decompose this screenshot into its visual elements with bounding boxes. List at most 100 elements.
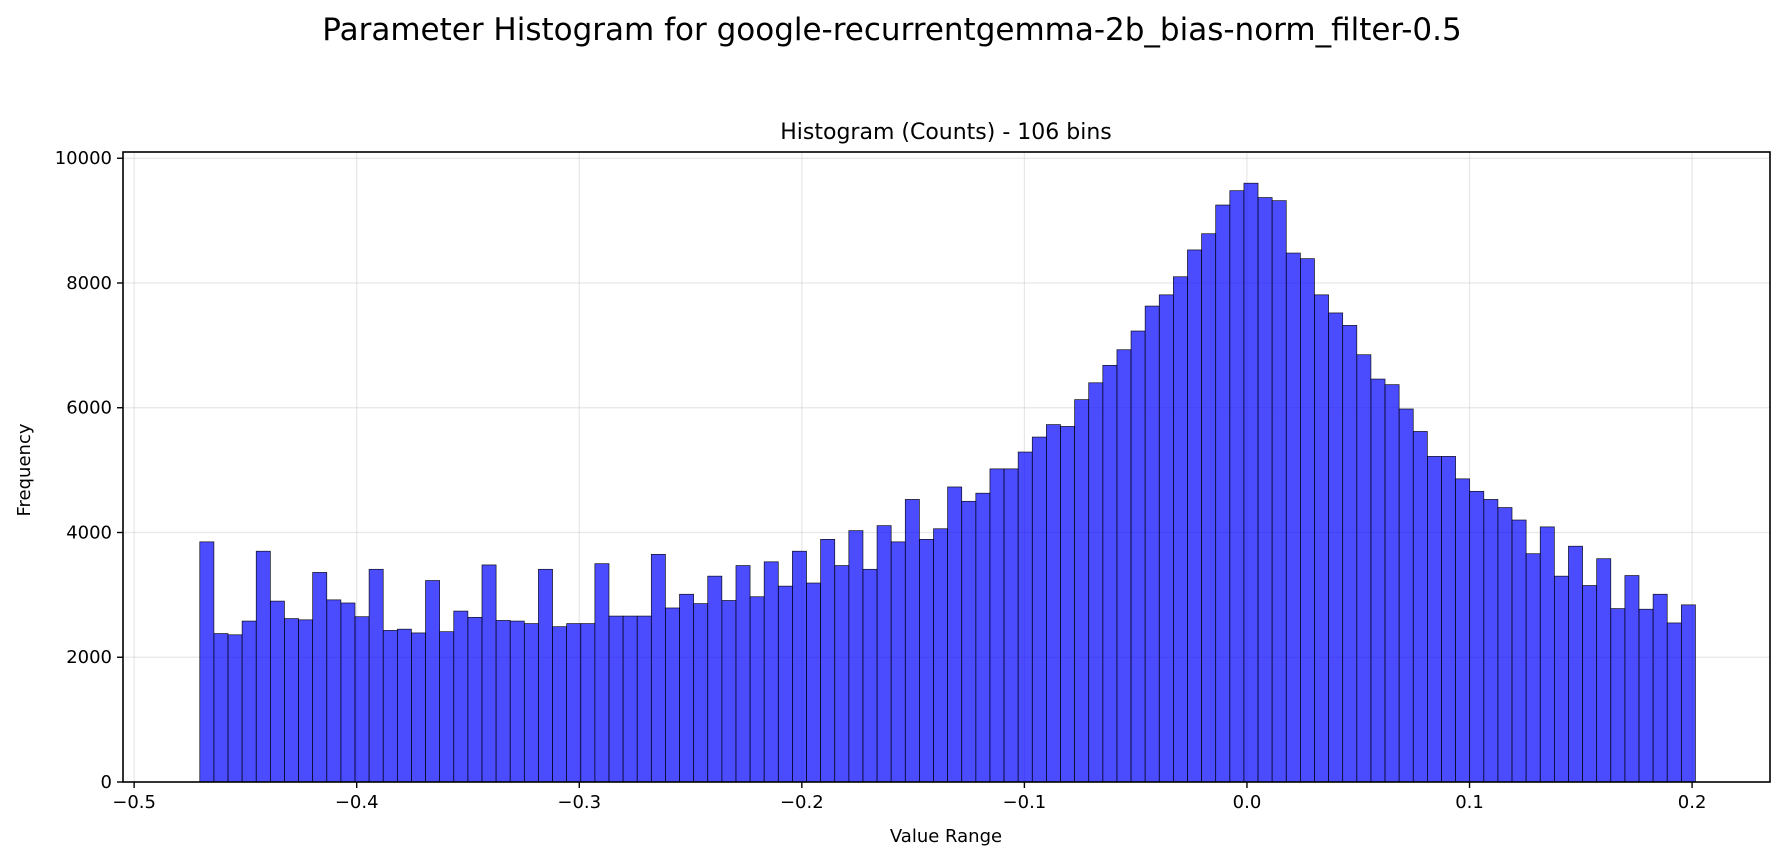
histogram-bar [354,616,370,783]
histogram-bar [213,633,229,783]
histogram-bar [1455,478,1471,783]
histogram-bar [227,634,243,783]
y-tick-label: 2000 [66,647,112,668]
histogram-bar [1158,294,1174,783]
histogram-bar [1511,519,1527,783]
histogram-bar [749,596,765,783]
axes-title: Histogram (Counts) - 106 bins [780,120,1111,145]
histogram-bar [326,599,342,783]
histogram-bar [284,618,299,783]
histogram-bar [763,561,779,783]
histogram-bar [1102,364,1118,783]
histogram-bar [1173,276,1188,783]
histogram-bar [904,499,920,783]
y-tick-label: 4000 [66,522,112,543]
histogram-bar [693,603,709,783]
y-axis-label: Frequency [14,423,35,516]
histogram-bar [933,528,948,783]
histogram-bar [1116,349,1132,783]
histogram-bar [453,610,469,783]
histogram-bar [1638,608,1654,783]
histogram-bar [1666,622,1682,783]
x-axis-label: Value Range [890,826,1002,847]
x-tick-label: 0.1 [1455,792,1484,813]
histogram-bar [368,568,384,783]
x-tick-label: −0.2 [780,792,824,813]
histogram-bar [1201,233,1217,783]
histogram-bar [1582,585,1598,783]
histogram-bar [1060,426,1075,783]
histogram-bar [1187,249,1202,783]
histogram-bar [411,632,426,783]
histogram-bar [1610,608,1626,783]
histogram-bar [1412,431,1428,783]
histogram-bar [665,607,680,783]
figure-title: Parameter Histogram for google-recurrent… [322,12,1461,48]
histogram-bar [1356,354,1372,783]
histogram-bar [862,568,878,783]
x-tick-label: −0.4 [335,792,379,813]
histogram-bar [1539,526,1555,783]
histogram-bar [1553,575,1569,783]
histogram-bar [1384,384,1400,783]
histogram-bar [806,582,821,783]
histogram-bar [1624,575,1640,783]
y-tick-label: 0 [101,772,112,793]
histogram-bar [1017,451,1033,783]
histogram-bar [1271,200,1287,783]
histogram-bar [876,525,892,783]
histogram-bar [566,623,582,783]
y-tick-label: 8000 [66,273,112,294]
histogram-bar [961,500,977,783]
histogram-bar [1046,424,1061,783]
axis-ticks: −0.5 −0.4 −0.3 −0.2 −0.1 0.0 0.1 0.2 0 2000 4000 60… [55,148,1707,813]
x-tick-label: −0.3 [557,792,601,813]
histogram-bar [509,620,525,783]
histogram-bar [919,539,934,783]
histogram-bar [1469,490,1485,783]
histogram-bar [1596,558,1612,783]
histogram-bar [721,600,737,783]
histogram-bar [1144,305,1160,783]
y-tick-label: 6000 [66,398,112,419]
axes-frame [122,151,1771,783]
histogram-bar [989,468,1005,783]
histogram-bar [1074,399,1090,783]
histogram-bar [1314,294,1329,783]
histogram-bar [1031,436,1047,783]
histogram-bar [848,530,864,783]
histogram-bar [975,492,991,783]
histogram-bar [1130,330,1146,783]
histogram-bar [312,572,328,783]
histogram-bar [241,620,257,783]
histogram-bar [1300,258,1315,783]
histogram-bar [594,563,610,783]
histogram-bar [425,580,441,783]
histogram-bar [1568,545,1583,783]
histogram-bar [707,575,723,783]
histogram-bars [199,182,1696,783]
histogram-bar [439,631,455,783]
histogram-bar [1652,593,1668,783]
histogram-bar [1427,456,1442,783]
histogram-bar [298,619,314,783]
histogram-bar [834,565,850,783]
histogram-bar [1342,325,1358,783]
histogram-bar [608,615,624,783]
x-tick-label: 0.0 [1233,792,1262,813]
histogram-bar [820,539,836,783]
histogram-bar [1088,382,1104,783]
histogram-bar [255,550,271,783]
histogram-bar [495,620,511,783]
histogram-bar [636,615,652,783]
histogram-bar [1257,197,1273,783]
histogram-bar [622,615,638,783]
histogram-bar [777,585,793,783]
histogram-bar [1285,252,1301,783]
histogram-bar [269,600,285,783]
histogram-bar [340,602,356,783]
histogram-bar [1215,204,1231,783]
histogram-bar [890,541,906,783]
histogram-bar [650,553,666,783]
